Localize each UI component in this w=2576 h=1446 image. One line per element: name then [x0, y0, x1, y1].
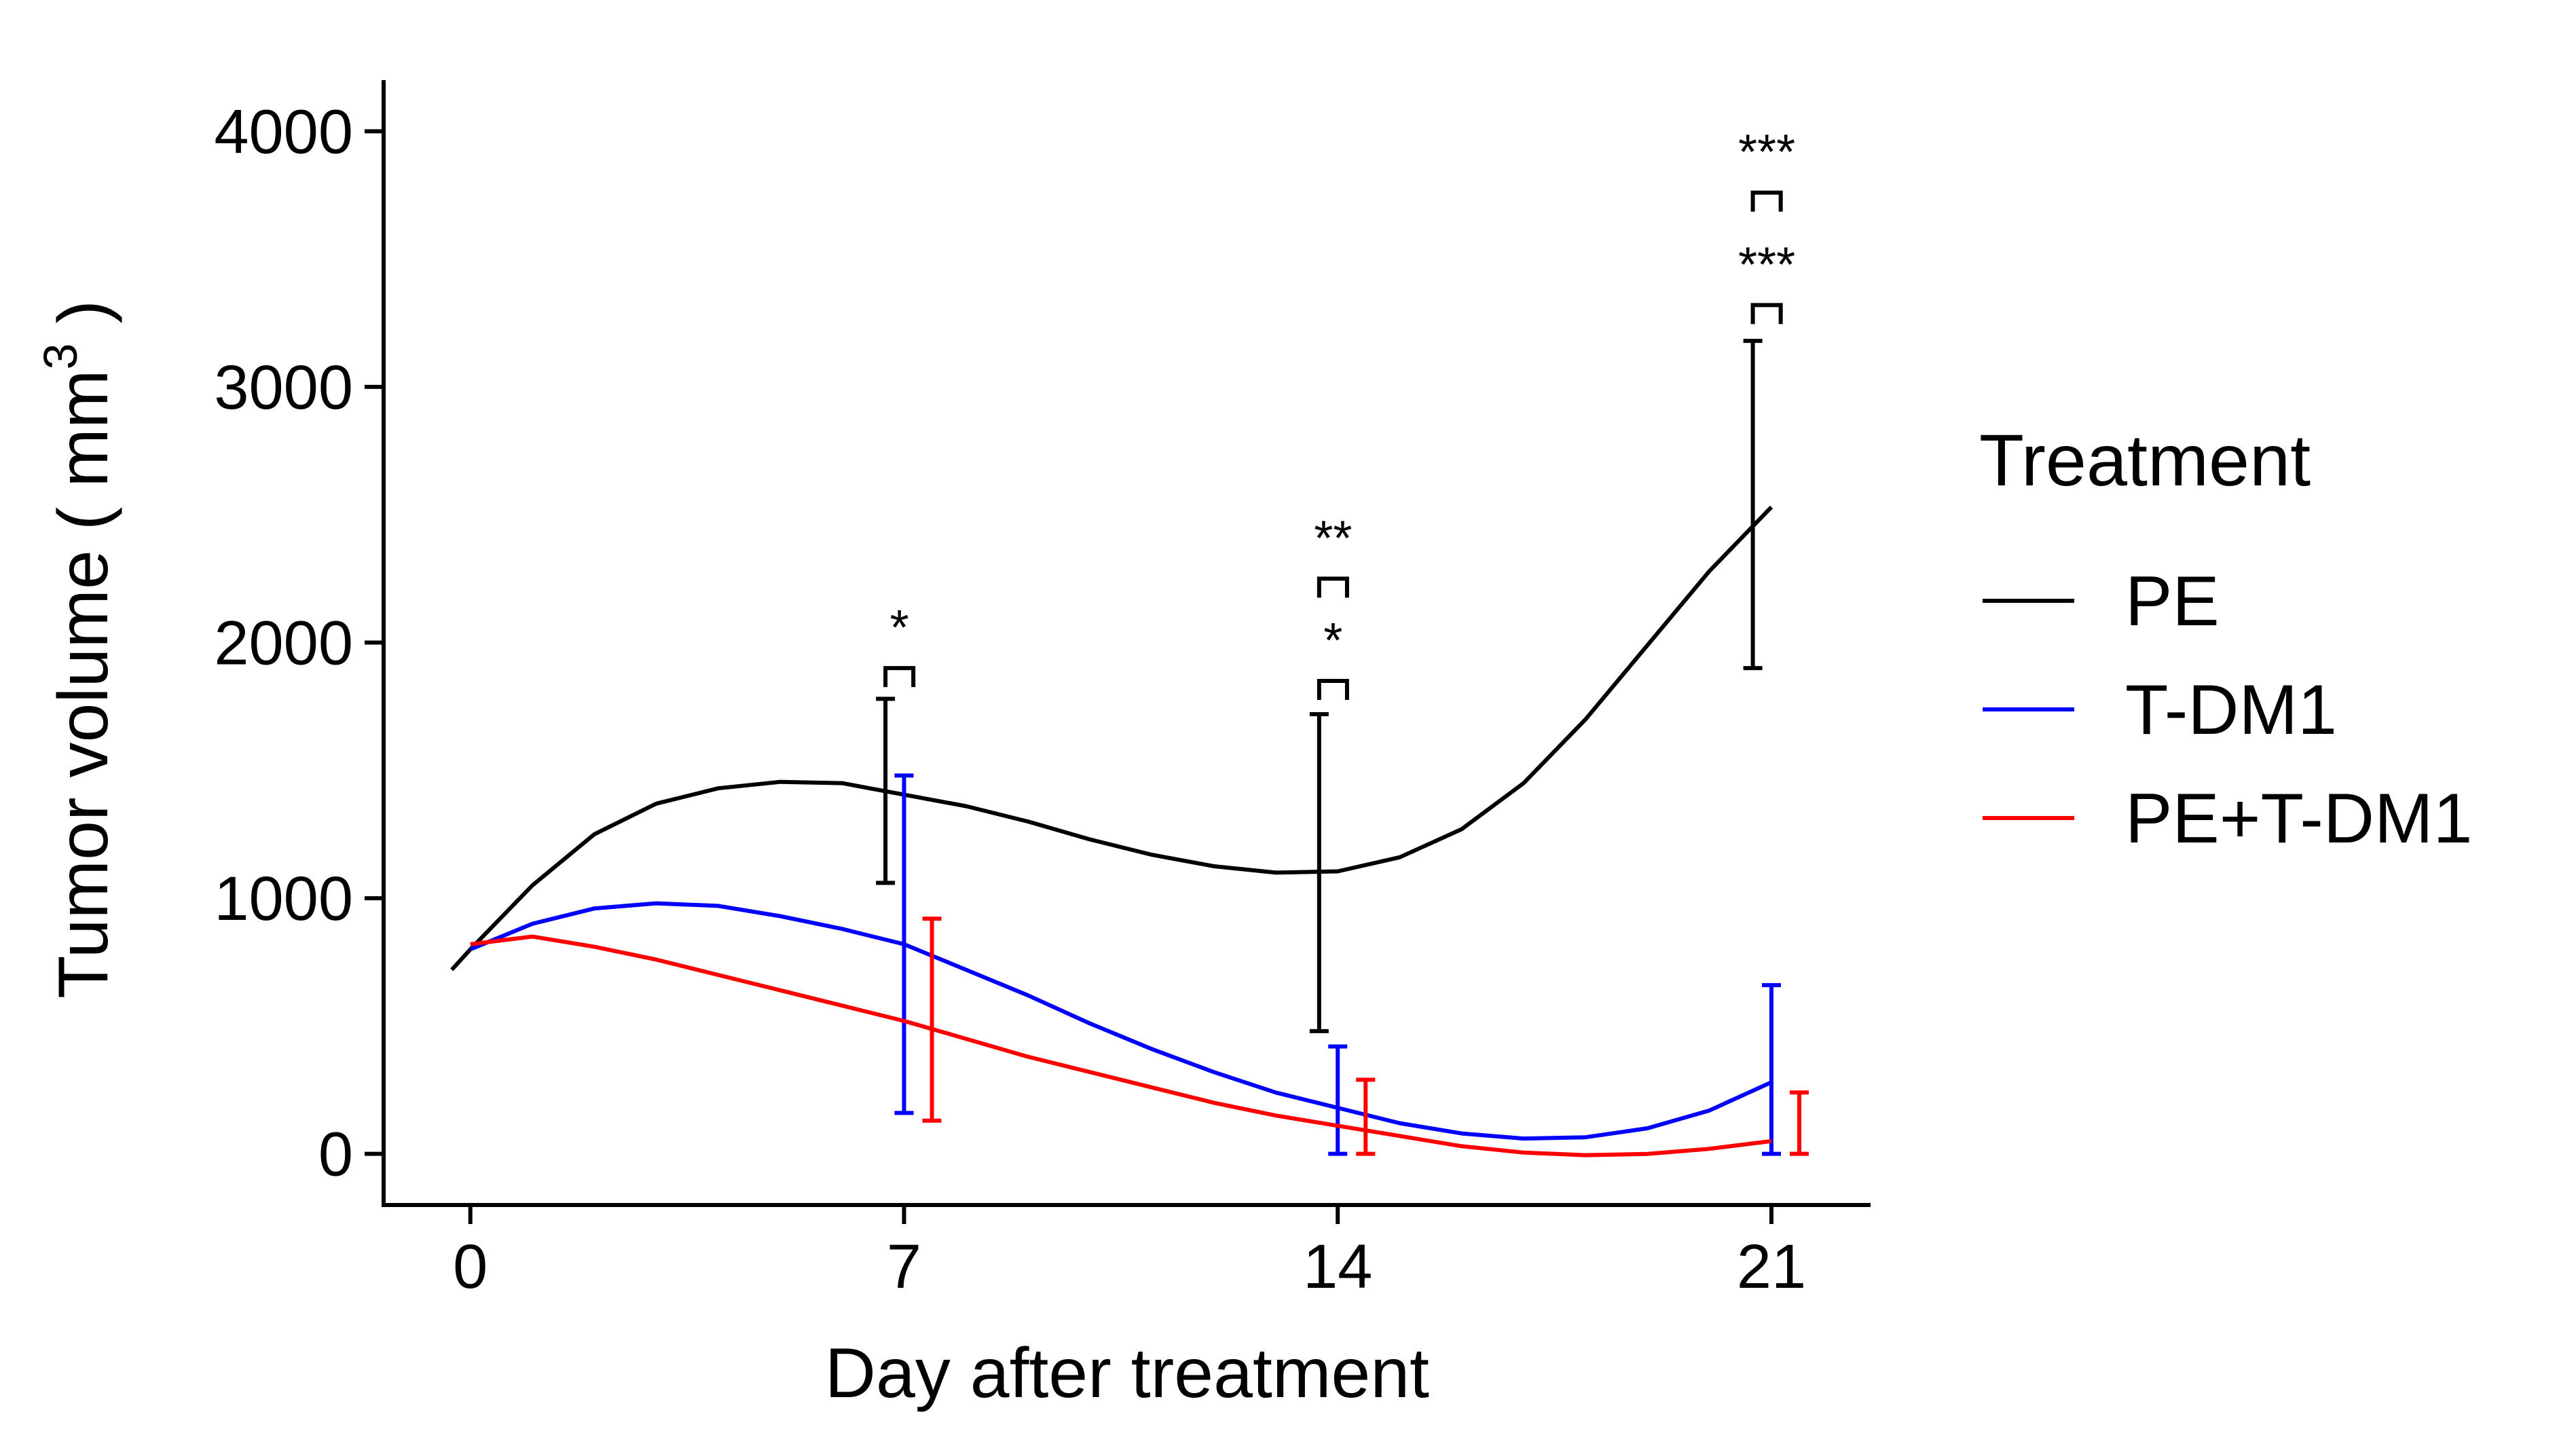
y-axis-title-main: Tumor volume ( mm: [44, 370, 123, 999]
y-tick-label: 3000: [214, 353, 353, 422]
significance-bracket: [1750, 303, 1783, 325]
significance-bracket: [1317, 576, 1349, 598]
significance-label: *: [1323, 614, 1342, 668]
x-axis-title: Day after treatment: [825, 1334, 1429, 1413]
x-tick-label: 21: [1737, 1232, 1806, 1301]
series-line-PE+T-DM1: [470, 934, 1772, 1157]
x-tick-label: 7: [887, 1232, 921, 1301]
series-line-T-DM1: [469, 901, 1773, 1141]
significance-bracket: [883, 666, 916, 688]
legend-label-T-DM1: T-DM1: [2125, 671, 2337, 749]
legend-title: Treatment: [1979, 419, 2311, 501]
significance-bracket: [1750, 190, 1783, 212]
series-line-PE: [450, 505, 1773, 971]
legend-label-PE: PE: [2125, 562, 2220, 641]
significance-label: ***: [1738, 238, 1795, 292]
x-tick-label: 0: [453, 1232, 487, 1301]
y-axis-title: Tumor volume ( mm3 ): [34, 300, 123, 999]
legend-label-PE+T-DM1: PE+T-DM1: [2125, 779, 2472, 858]
significance-label: **: [1314, 511, 1352, 566]
significance-label: *: [890, 601, 909, 655]
significance-bracket: [1317, 678, 1349, 700]
y-tick-label: 2000: [214, 609, 353, 678]
y-tick-label: 0: [318, 1120, 353, 1189]
y-tick-label: 4000: [214, 97, 353, 166]
y-axis-title-superscript: 3: [34, 344, 87, 370]
x-tick-label: 14: [1303, 1232, 1372, 1301]
significance-label: ***: [1738, 126, 1795, 180]
y-axis-title-close: ): [44, 300, 123, 344]
y-tick-label: 1000: [214, 864, 353, 933]
